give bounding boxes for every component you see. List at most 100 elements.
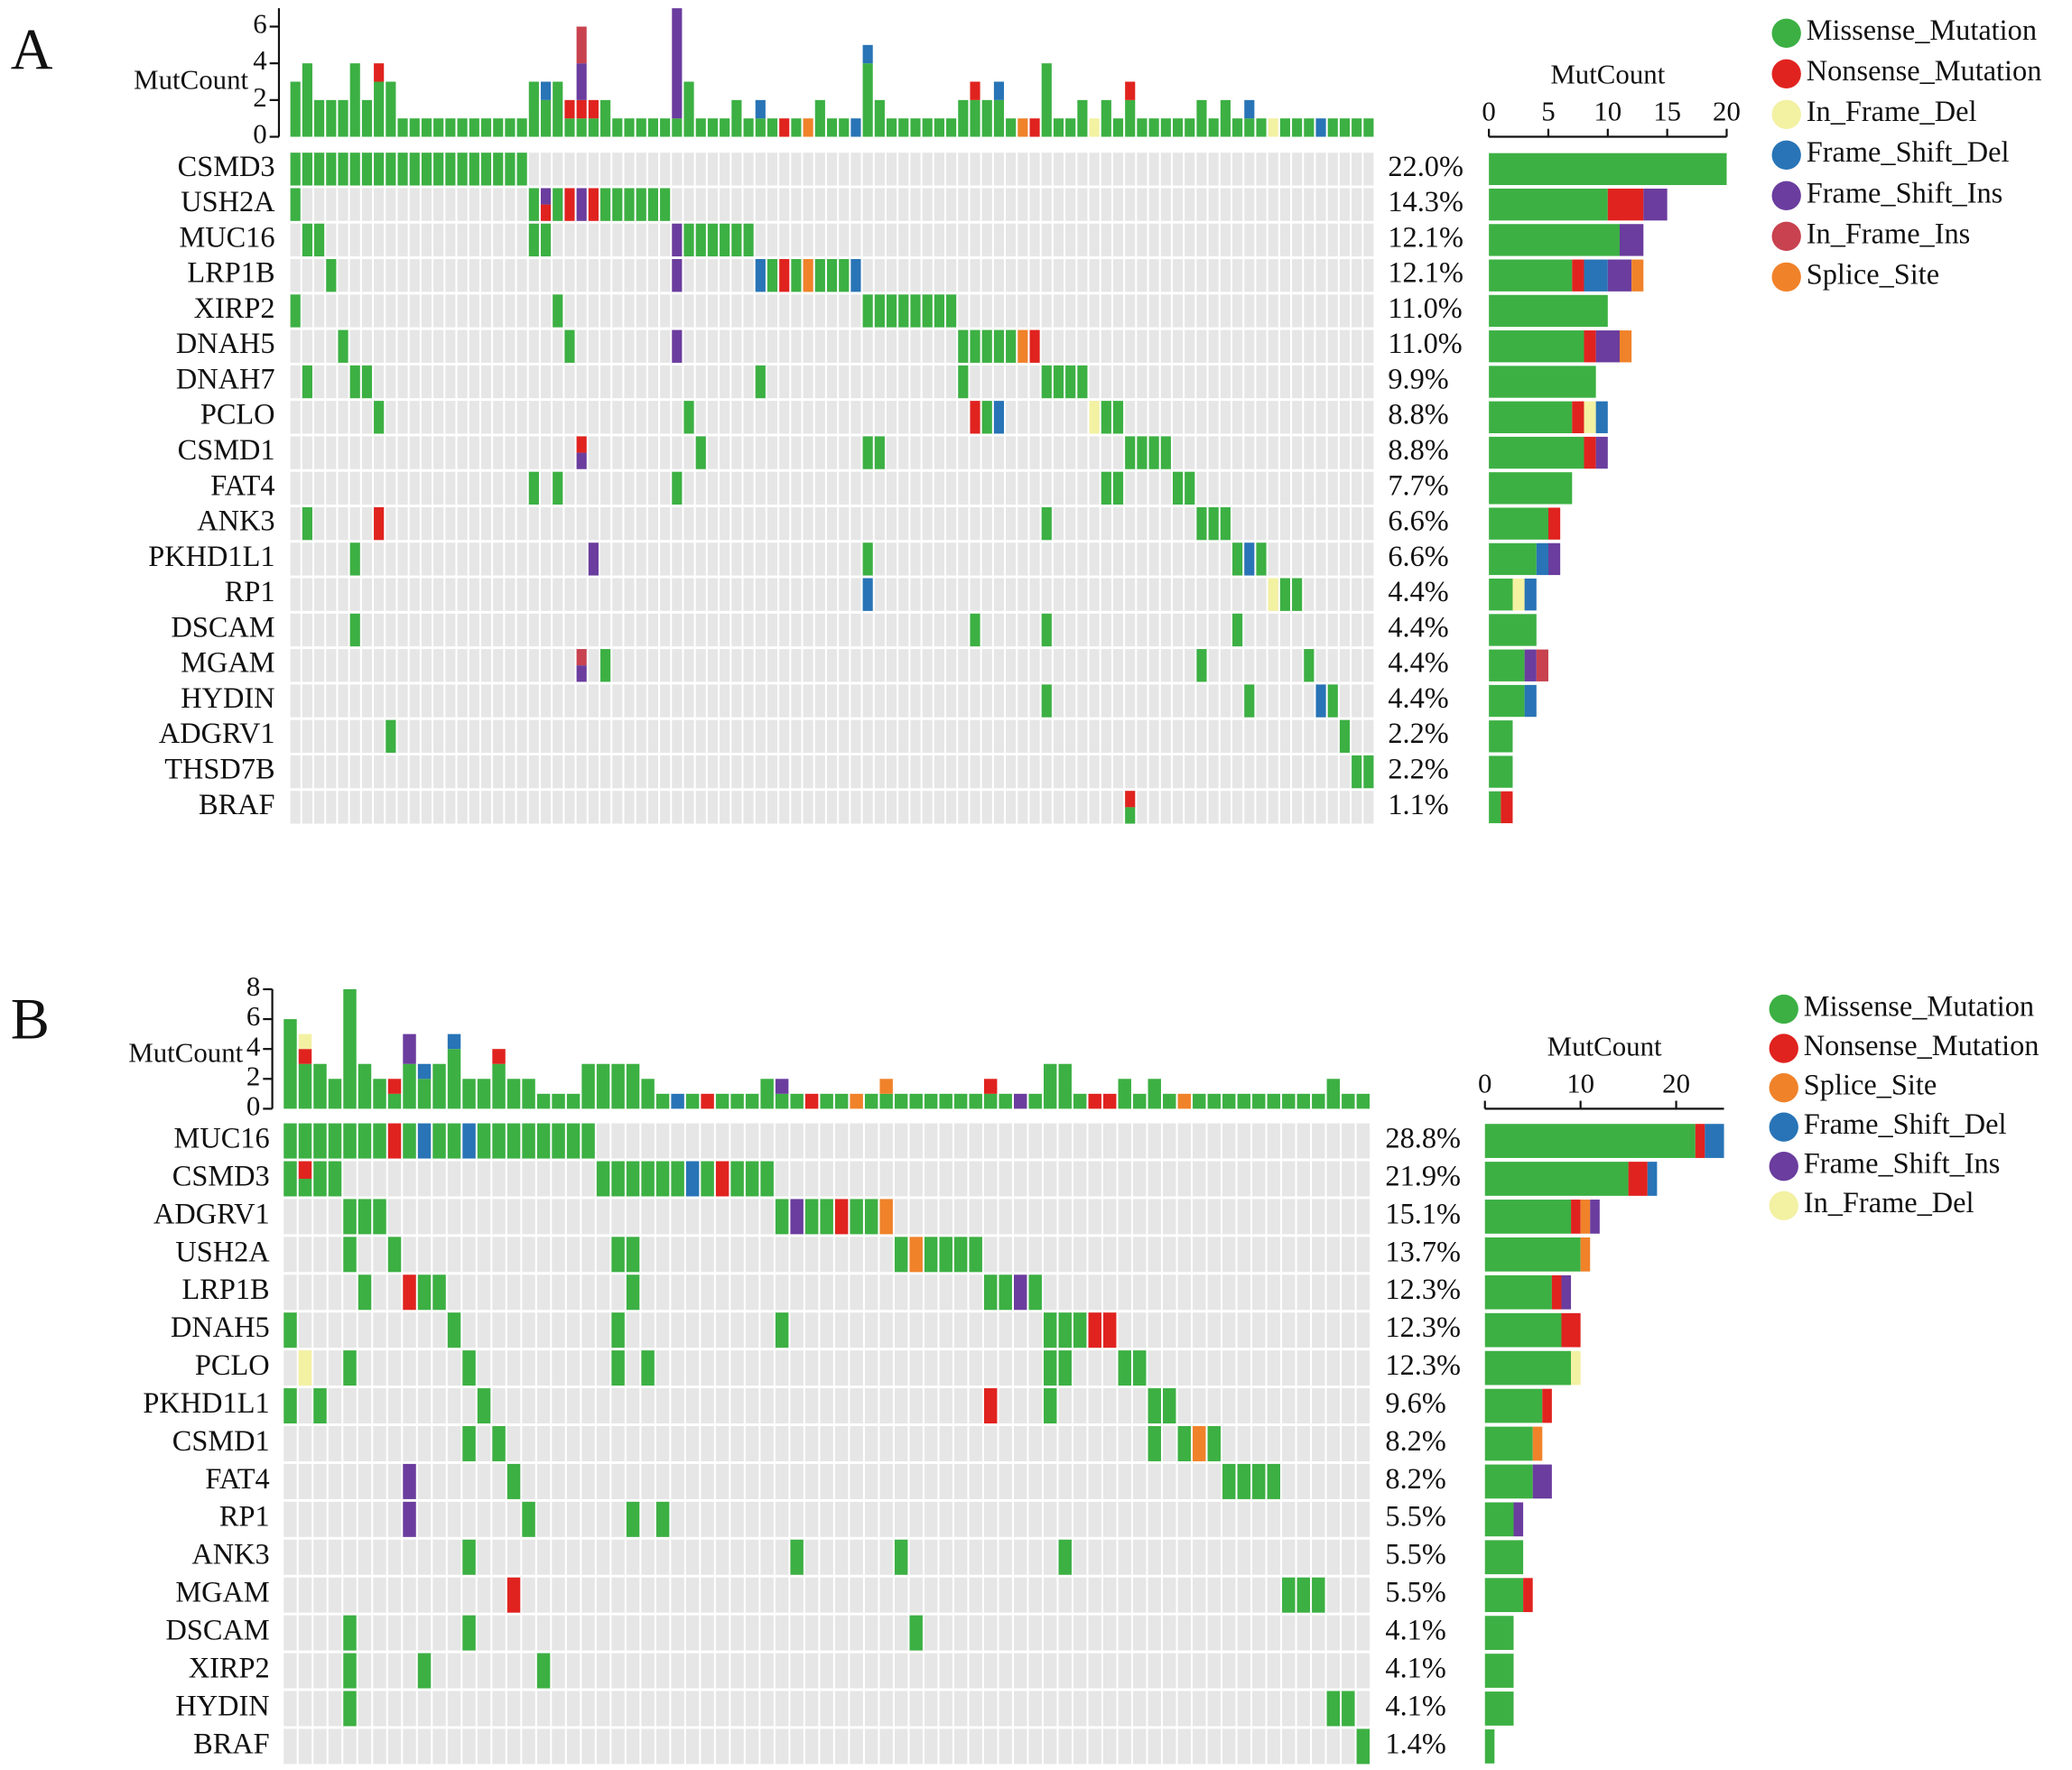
cell-bg <box>480 223 492 257</box>
cell-bg <box>397 613 408 647</box>
percent-label: 12.3% <box>1385 1311 1461 1343</box>
mutation-cell <box>636 188 646 221</box>
cell-bg <box>1327 436 1338 469</box>
cell-bg <box>1327 153 1338 186</box>
cell-bg <box>445 471 456 505</box>
cell-bg <box>707 329 719 363</box>
cell-bg <box>695 329 706 363</box>
cell-bg <box>1339 401 1351 434</box>
cell-bg <box>1237 1577 1251 1613</box>
cell-bg <box>839 791 850 824</box>
cell-bg <box>755 223 766 257</box>
gene-name: DNAH7 <box>176 362 275 394</box>
mutcount-bar <box>1208 118 1219 137</box>
mutation-cell <box>477 1123 491 1159</box>
mutcount-bar <box>879 1093 893 1109</box>
cell-bg <box>1327 649 1338 682</box>
cell-bg <box>1268 401 1278 434</box>
cell-bg <box>1073 1501 1087 1537</box>
cell-bg <box>581 1237 595 1273</box>
cell-bg <box>834 1312 849 1348</box>
mutation-cell <box>1207 1425 1221 1461</box>
cell-bg <box>1196 153 1207 186</box>
cell-bg <box>1147 1615 1161 1651</box>
mutation-cell <box>576 665 587 682</box>
cell-bg <box>814 578 825 611</box>
cell-bg <box>672 153 683 186</box>
cell-bg <box>1356 1539 1370 1575</box>
cell-bg <box>1282 1653 1296 1689</box>
cell-bg <box>611 1615 625 1651</box>
cell-bg <box>290 542 301 576</box>
cell-bg <box>417 1425 432 1461</box>
cell-bg <box>1237 1539 1251 1575</box>
cell-bg <box>1237 1425 1251 1461</box>
cell-bg <box>1327 471 1338 505</box>
mutation-cell <box>1160 436 1171 469</box>
mutcount-bar <box>283 1019 297 1109</box>
cell-bg <box>934 755 944 789</box>
mutation-cell <box>1256 542 1267 576</box>
cell-bg <box>743 755 754 789</box>
cell-bg <box>1118 1123 1131 1159</box>
cell-bg <box>983 1350 998 1386</box>
cell-bg <box>516 294 527 328</box>
cell-bg <box>909 1388 923 1424</box>
cell-bg <box>1342 1653 1355 1689</box>
cell-bg <box>328 1653 342 1689</box>
mutation-cell <box>939 1237 952 1273</box>
cell-bg <box>655 1199 670 1235</box>
cell-bg <box>445 294 456 328</box>
cell-bg <box>1244 188 1255 221</box>
cell-bg <box>433 613 444 647</box>
cell-bg <box>421 436 432 469</box>
cell-bg <box>1356 1615 1370 1651</box>
cell-bg <box>1089 436 1100 469</box>
cell-bg <box>1193 1161 1206 1197</box>
cell-bg <box>850 1237 863 1273</box>
legend-label: Splice_Site <box>1807 257 1939 290</box>
cell-bg <box>834 1274 849 1311</box>
cell-bg <box>1160 755 1171 789</box>
cell-bg <box>864 1425 878 1461</box>
cell-bg <box>1073 1161 1087 1197</box>
cell-bg <box>803 506 813 541</box>
cell-bg <box>313 1312 327 1348</box>
cell-bg <box>516 755 527 789</box>
cell-bg <box>1077 436 1088 469</box>
cell-bg <box>447 1728 461 1765</box>
mutation-cell <box>374 153 385 186</box>
cell-bg <box>730 1123 744 1159</box>
cell-bg <box>1352 542 1362 576</box>
mutcount-bar <box>387 1079 402 1094</box>
cell-bg <box>1252 1691 1266 1727</box>
cell-bg <box>361 578 373 611</box>
cell-bg <box>469 684 479 718</box>
cell-bg <box>1133 1577 1147 1613</box>
cell-bg <box>983 1161 998 1197</box>
panel-label: B <box>11 987 50 1052</box>
cell-bg <box>1006 294 1017 328</box>
gene-bar <box>1484 1464 1533 1499</box>
cell-bg <box>755 791 766 824</box>
cell-bg <box>1207 1463 1221 1499</box>
cell-bg <box>803 791 813 824</box>
cell-bg <box>767 542 778 576</box>
cell-bg <box>290 755 301 789</box>
cell-bg <box>290 578 301 611</box>
cell-bg <box>506 1237 521 1273</box>
cell-bg <box>600 719 611 753</box>
cell-bg <box>969 1577 982 1613</box>
cell-bg <box>1172 649 1184 682</box>
cell-bg <box>1006 188 1017 221</box>
gene-name: RP1 <box>219 1500 270 1533</box>
cell-bg <box>1256 365 1267 399</box>
cell-bg <box>671 1501 684 1537</box>
cell-bg <box>879 1577 893 1613</box>
cell-bg <box>386 542 396 576</box>
cell-bg <box>826 401 838 434</box>
cell-bg <box>790 1161 804 1197</box>
mutcount-bar <box>447 1049 461 1109</box>
cell-bg <box>612 365 623 399</box>
cell-bg <box>1077 613 1088 647</box>
